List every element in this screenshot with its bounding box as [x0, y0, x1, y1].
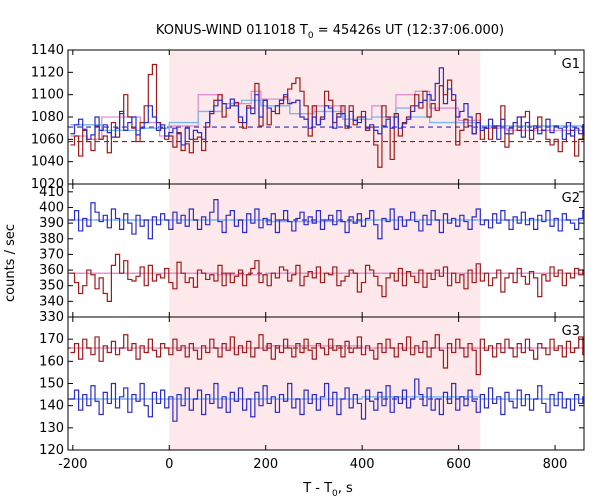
g2-y-tick-label: 410	[39, 185, 64, 200]
g1-y-tick-label: 1140	[31, 43, 64, 58]
g3-y-tick-label: 140	[39, 399, 64, 414]
g2-y-tick-label: 400	[39, 200, 64, 215]
g3-y-tick-label: 160	[39, 354, 64, 369]
g3-y-tick-label: 150	[39, 377, 64, 392]
x-tick-label: 600	[446, 457, 471, 472]
chart-title-main: KONUS-WIND 011018 T	[156, 23, 308, 38]
g1-y-tick-label: 1080	[31, 110, 64, 125]
x-tick-label: 800	[543, 457, 568, 472]
x-axis-label-main: T - T	[302, 481, 332, 496]
x-axis-label-subscript: 0	[332, 489, 338, 499]
x-axis-label: T - T0, s	[302, 481, 353, 499]
g3-y-tick-label: 130	[39, 421, 64, 436]
x-axis-label-rest: , s	[338, 481, 353, 496]
g2-blue-histogram	[70, 199, 584, 240]
x-tick-label: -200	[58, 457, 88, 472]
g1-y-tick-label: 1020	[31, 177, 64, 192]
g1-panel-label: G1	[562, 57, 580, 72]
g1-y-tick-label: 1060	[31, 132, 64, 147]
chart-title-rest: = 45426s UT (12:37:06.000)	[314, 23, 504, 38]
g1-y-tick-label: 1040	[31, 155, 64, 170]
plot-layer: 1020104010601080110011201140G13303403503…	[31, 43, 585, 472]
g2-y-tick-label: 390	[39, 216, 64, 231]
x-tick-label: 200	[253, 457, 278, 472]
g1-y-tick-label: 1120	[31, 65, 64, 80]
g2-red-histogram	[70, 253, 584, 302]
x-tick-label: 400	[350, 457, 375, 472]
g3-panel-label: G3	[562, 324, 580, 339]
g1-y-tick-label: 1100	[31, 88, 64, 103]
g2-y-tick-label: 350	[39, 279, 64, 294]
g2-y-tick-label: 360	[39, 263, 64, 278]
chart-title: KONUS-WIND 011018 T0 = 45426s UT (12:37:…	[156, 23, 504, 41]
g3-y-tick-label: 170	[39, 332, 64, 347]
g2-y-tick-label: 330	[39, 310, 64, 325]
x-tick-label: 0	[165, 457, 173, 472]
g3-blue-histogram	[70, 378, 584, 422]
g3-red-histogram	[70, 334, 584, 376]
y-axis-label: counts / sec	[3, 224, 18, 302]
g2-panel-label: G2	[562, 191, 580, 206]
chart-title-subscript: 0	[308, 31, 314, 41]
g1-blue-model-curve	[70, 99, 585, 132]
g2-y-tick-label: 380	[39, 232, 64, 247]
g3-y-tick-label: 120	[39, 443, 64, 458]
g2-y-tick-label: 370	[39, 247, 64, 262]
g1-blue-histogram	[70, 67, 584, 146]
g2-y-tick-label: 340	[39, 294, 64, 309]
